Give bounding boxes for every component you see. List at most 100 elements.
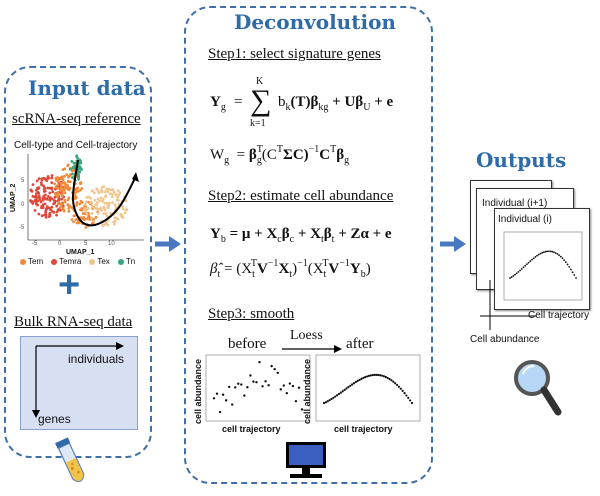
umap-point [61, 178, 65, 182]
smoothed-point [409, 399, 412, 402]
after-label: after [346, 336, 374, 352]
umap-point [53, 192, 57, 195]
umap-point [99, 206, 103, 210]
umap-tick: -5 [19, 225, 25, 231]
umap-point [42, 190, 46, 193]
smoothed-point [382, 375, 386, 378]
umap-point [35, 179, 39, 183]
umap-point [46, 175, 50, 178]
legend-item: Tn [117, 257, 135, 266]
umap-point [114, 193, 118, 197]
umap-point [125, 208, 129, 212]
umap-point [103, 190, 107, 194]
umap-point [75, 186, 79, 190]
umap-point [120, 213, 124, 217]
umap-tick: -5 [32, 241, 38, 247]
umap-point [91, 189, 95, 193]
card-back-label: Individual (i+1) [482, 198, 548, 209]
umap-point [103, 201, 107, 205]
umap-point [74, 218, 78, 222]
umap-point [60, 197, 64, 201]
output-point [558, 254, 560, 257]
output-point [570, 268, 572, 271]
scatter-point [288, 382, 292, 385]
umap-point [43, 202, 47, 206]
umap-point [37, 186, 41, 190]
smoothed-point [328, 399, 331, 402]
smoothed-point [336, 394, 339, 397]
umap-point [43, 177, 47, 181]
smoothed-point [349, 384, 352, 387]
umap-point [50, 205, 54, 209]
umap-point [80, 200, 84, 204]
umap-point [76, 189, 80, 193]
umap-point [29, 188, 33, 192]
output-x-label: Cell trajectory [528, 310, 590, 321]
umap-point [50, 186, 54, 190]
umap-point [77, 174, 81, 178]
after-x-label: cell trajectory [334, 424, 393, 434]
smoothed-point [392, 380, 395, 383]
output-point [542, 251, 545, 254]
umap-point [53, 199, 57, 203]
umap-point [99, 196, 103, 200]
umap-point [75, 221, 79, 225]
umap-point [61, 207, 65, 211]
output-point [564, 261, 567, 264]
umap-point [36, 199, 40, 203]
output-point [554, 252, 557, 254]
output-point [514, 273, 516, 276]
equation-4: β̂t = (XtTV−1Xt)−1(XtTV−1Yb) [210, 258, 371, 280]
umap-point [43, 186, 47, 190]
computer-icon [286, 442, 326, 478]
scatter-point [221, 393, 225, 396]
umap-point [39, 200, 43, 204]
legend-swatch [20, 258, 26, 265]
umap-point [60, 175, 64, 179]
scatter-point [246, 386, 249, 389]
input-panel [4, 66, 152, 458]
umap-point [59, 185, 63, 188]
output-point [568, 265, 571, 268]
umap-point [55, 176, 59, 179]
umap-point [52, 210, 56, 214]
scatter-point [285, 391, 289, 395]
umap-point [95, 203, 98, 207]
smoothed-point [341, 390, 344, 393]
output-point [556, 253, 559, 255]
deconvolution-title: Deconvolution [234, 10, 396, 34]
card-front-label: Individual (i) [498, 214, 552, 225]
umap-point [111, 188, 115, 192]
equation-1: Yg [210, 94, 226, 113]
umap-point [84, 207, 88, 210]
smoothed-point [388, 377, 391, 381]
umap-point [63, 167, 67, 171]
arrow-right-icon [282, 345, 342, 353]
umap-point [100, 208, 104, 212]
smoothed-point [367, 374, 371, 377]
umap-point [112, 191, 116, 194]
umap-point [114, 206, 118, 209]
umap-point [59, 203, 63, 207]
umap-point [121, 216, 125, 219]
legend-item: Temra [51, 257, 81, 266]
smoothed-point [403, 392, 406, 395]
smoothed-point [379, 374, 382, 377]
umap-point [56, 178, 60, 182]
legend-label: Tem [28, 257, 44, 266]
smoothed-point [356, 379, 359, 382]
umap-point [40, 183, 43, 187]
smoothed-point [354, 380, 357, 384]
output-point [527, 261, 530, 264]
umap-point [58, 206, 62, 209]
umap-tick: 0 [58, 241, 62, 247]
umap-point [85, 212, 89, 216]
umap-point [59, 189, 63, 193]
umap-point [93, 198, 97, 202]
umap-point [44, 213, 48, 217]
output-point [512, 275, 515, 277]
smoothed-point [390, 379, 393, 382]
umap-point [105, 187, 108, 191]
umap-point [92, 191, 96, 195]
umap-point [73, 164, 77, 168]
